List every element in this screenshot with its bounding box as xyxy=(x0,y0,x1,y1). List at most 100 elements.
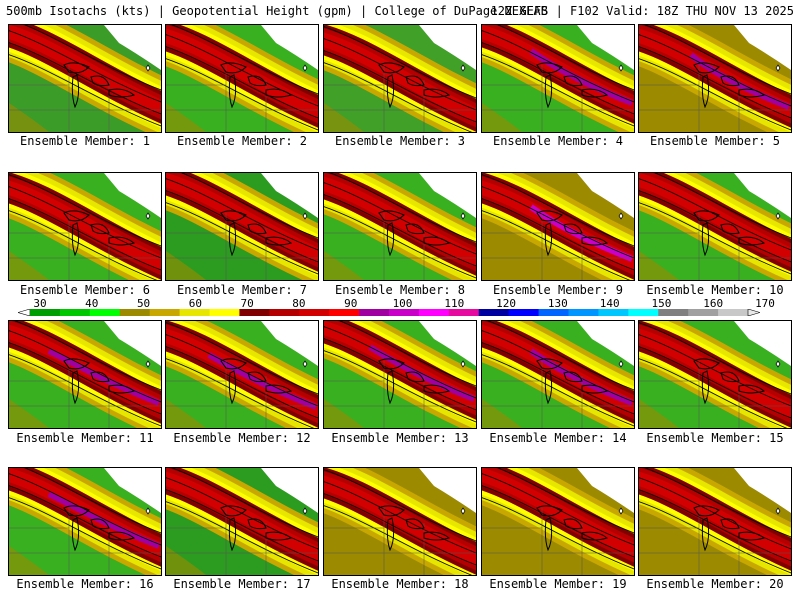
ensemble-member-label: Ensemble Member: 12 xyxy=(173,431,311,445)
ensemble-panel xyxy=(165,172,319,281)
run-info: 12Z GEFS | F102 Valid: 18Z THU NOV 13 20… xyxy=(490,4,794,18)
color-scale-tick-label: 150 xyxy=(651,297,672,310)
jet-stream-map xyxy=(639,321,791,428)
color-scale-tick-label: 140 xyxy=(599,297,620,310)
jet-stream-map xyxy=(324,173,476,280)
jet-stream-map xyxy=(482,173,634,280)
jet-stream-map xyxy=(9,468,161,575)
color-scale-swatch xyxy=(628,309,659,316)
color-scale-swatch xyxy=(508,309,540,316)
color-scale-tick-label: 80 xyxy=(292,297,306,310)
jet-stream-map xyxy=(639,468,791,575)
ensemble-panel xyxy=(638,467,792,576)
ensemble-panel xyxy=(165,24,319,133)
color-scale-swatch xyxy=(269,309,300,316)
color-scale-swatch xyxy=(688,309,719,316)
color-scale-tick-label: 40 xyxy=(85,297,99,310)
ensemble-panel xyxy=(8,24,162,133)
color-scale-tick-label: 30 xyxy=(33,297,47,310)
jet-stream-map xyxy=(324,468,476,575)
color-scale-tick-label: 50 xyxy=(136,297,151,310)
color-scale-swatch xyxy=(598,309,629,316)
ensemble-panel xyxy=(165,467,319,576)
ensemble-panel xyxy=(638,320,792,429)
color-scale-swatch xyxy=(568,309,599,316)
color-scale-swatch xyxy=(299,309,330,316)
jet-stream-map xyxy=(9,25,161,132)
color-scale-tick-label: 90 xyxy=(344,297,358,310)
color-scale-swatch xyxy=(209,309,240,316)
color-scale-swatch xyxy=(658,309,689,316)
ensemble-panel xyxy=(8,467,162,576)
ensemble-panel xyxy=(323,320,477,429)
ensemble-panel xyxy=(638,24,792,133)
chart-title: 500mb Isotachs (kts) | Geopotential Heig… xyxy=(6,4,548,18)
ensemble-panel xyxy=(481,320,635,429)
color-scale-swatch xyxy=(329,309,360,316)
ensemble-panel xyxy=(481,172,635,281)
ensemble-member-label: Ensemble Member: 20 xyxy=(646,577,784,591)
color-scale-tick-label: 100 xyxy=(392,297,413,310)
color-scale-swatch xyxy=(89,309,121,316)
jet-stream-map xyxy=(639,25,791,132)
color-scale-tick-label: 120 xyxy=(496,297,516,310)
color-scale-swatch xyxy=(179,309,210,316)
ensemble-member-label: Ensemble Member: 10 xyxy=(646,283,784,297)
ensemble-panel xyxy=(481,24,635,133)
jet-stream-map xyxy=(9,173,161,280)
ensemble-panel xyxy=(323,467,477,576)
jet-stream-map xyxy=(166,468,318,575)
jet-stream-map xyxy=(166,321,318,428)
ensemble-member-label: Ensemble Member: 4 xyxy=(492,134,624,148)
color-scale-tick-label: 130 xyxy=(547,297,568,310)
jet-stream-map xyxy=(482,468,634,575)
jet-stream-map xyxy=(482,25,634,132)
ensemble-panel xyxy=(481,467,635,576)
color-scale-tick-label: 60 xyxy=(188,297,202,310)
ensemble-member-label: Ensemble Member: 7 xyxy=(176,283,308,297)
ensemble-member-label: Ensemble Member: 16 xyxy=(16,577,154,591)
ensemble-panel xyxy=(323,24,477,133)
color-scale-swatch xyxy=(59,309,91,316)
ensemble-member-label: Ensemble Member: 1 xyxy=(19,134,151,148)
ensemble-member-label: Ensemble Member: 15 xyxy=(646,431,784,445)
ensemble-panel xyxy=(323,172,477,281)
ensemble-member-label: Ensemble Member: 2 xyxy=(176,134,308,148)
jet-stream-map xyxy=(166,173,318,280)
color-scale-swatch xyxy=(359,309,390,316)
color-scale-tick-label: 70 xyxy=(240,297,254,310)
ensemble-member-label: Ensemble Member: 13 xyxy=(331,431,469,445)
ensemble-member-label: Ensemble Member: 18 xyxy=(331,577,469,591)
color-scale-bar xyxy=(18,309,760,316)
color-scale-tick-label: 110 xyxy=(444,297,465,310)
ensemble-member-label: Ensemble Member: 8 xyxy=(334,283,466,297)
jet-stream-map xyxy=(324,25,476,132)
ensemble-member-label: Ensemble Member: 3 xyxy=(334,134,466,148)
ensemble-member-label: Ensemble Member: 14 xyxy=(489,431,627,445)
color-scale-swatch xyxy=(418,309,450,316)
ensemble-member-label: Ensemble Member: 5 xyxy=(649,134,781,148)
color-scale-tick-label: 170 xyxy=(755,297,775,310)
color-scale-swatch xyxy=(538,309,569,316)
ensemble-panel xyxy=(8,172,162,281)
ensemble-panel xyxy=(8,320,162,429)
jet-stream-map xyxy=(324,321,476,428)
ensemble-panel xyxy=(638,172,792,281)
ensemble-member-label: Ensemble Member: 17 xyxy=(173,577,311,591)
jet-stream-map xyxy=(639,173,791,280)
color-scale-swatch xyxy=(389,309,420,316)
jet-stream-map xyxy=(9,321,161,428)
ensemble-member-label: Ensemble Member: 9 xyxy=(492,283,624,297)
jet-stream-map xyxy=(166,25,318,132)
ensemble-panel xyxy=(165,320,319,429)
color-scale-swatch xyxy=(478,309,510,316)
ensemble-member-label: Ensemble Member: 6 xyxy=(19,283,151,297)
color-scale-swatch xyxy=(718,309,749,316)
ensemble-member-label: Ensemble Member: 11 xyxy=(16,431,154,445)
color-scale-swatch xyxy=(30,309,61,316)
color-scale-swatch xyxy=(239,309,270,316)
color-scale-swatch xyxy=(119,309,151,316)
jet-stream-map xyxy=(482,321,634,428)
color-scale-swatch xyxy=(149,309,181,316)
color-scale-tick-label: 160 xyxy=(703,297,724,310)
